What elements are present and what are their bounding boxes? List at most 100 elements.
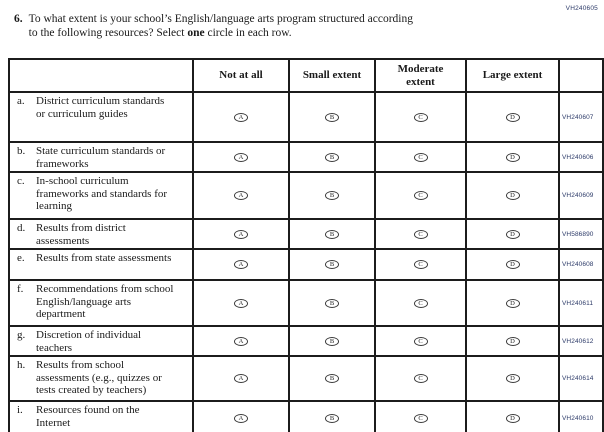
answer-circle[interactable]: B <box>325 374 339 384</box>
answer-circle[interactable]: A <box>234 112 248 122</box>
row-label-cell: i. Resources found on the Internet <box>8 400 194 432</box>
answer-circle[interactable]: D <box>505 152 520 162</box>
option-cell: C <box>374 325 467 357</box>
option-cell: B <box>288 141 376 173</box>
row-letter: d. <box>17 222 26 234</box>
answer-circle[interactable]: A <box>234 414 248 424</box>
option-cell: C <box>374 91 467 143</box>
answer-circle[interactable]: C <box>413 336 428 346</box>
answer-circle[interactable]: B <box>325 260 339 270</box>
row-label-cell: e. Results from state assessments <box>8 248 194 281</box>
answer-circle[interactable]: A <box>234 191 248 201</box>
column-header-moderate-extent: Moderate extent <box>374 58 467 93</box>
answer-circle[interactable]: C <box>413 229 428 239</box>
answer-circle[interactable]: A <box>234 152 248 162</box>
row-code: VH240607 <box>558 91 604 143</box>
answer-circle[interactable]: B <box>325 191 339 201</box>
row-code: VH240614 <box>558 355 604 402</box>
table-row: c. In-school curriculum frameworks and st… <box>8 171 604 220</box>
table-row: g. Discretion of individual teachers A B … <box>8 325 604 357</box>
question-line1: To what extent is your school’s English/… <box>28 13 413 25</box>
option-cell: D <box>465 325 560 357</box>
answer-circle[interactable]: D <box>505 414 520 424</box>
answer-circle[interactable]: B <box>325 336 339 346</box>
row-code: VH240610 <box>558 400 604 432</box>
answer-circle[interactable]: D <box>505 260 520 270</box>
answer-circle[interactable]: C <box>413 374 428 384</box>
answer-circle[interactable]: D <box>505 374 520 384</box>
option-cell: A <box>192 91 290 143</box>
table-row: b. State curriculum standards or framewor… <box>8 141 604 173</box>
option-cell: D <box>465 248 560 281</box>
row-label-cell: h. Results from school assessments (e.g.,… <box>8 355 194 402</box>
answer-circle[interactable]: C <box>413 260 428 270</box>
table-row: d. Results from district assessments A B … <box>8 218 604 250</box>
row-letter: e. <box>17 252 25 264</box>
option-cell: B <box>288 91 376 143</box>
table-row: h. Results from school assessments (e.g.,… <box>8 355 604 402</box>
row-label: Recommendations from school English/lang… <box>36 283 174 320</box>
table-row: e. Results from state assessments A B C D… <box>8 248 604 281</box>
option-cell: A <box>192 171 290 220</box>
answer-circle[interactable]: C <box>413 298 428 308</box>
row-label-cell: c. In-school curriculum frameworks and st… <box>8 171 194 220</box>
option-cell: B <box>288 248 376 281</box>
option-cell: C <box>374 279 467 327</box>
answer-circle[interactable]: D <box>505 191 520 201</box>
option-cell: B <box>288 400 376 432</box>
question-line2-bold: one <box>187 27 205 39</box>
answer-circle[interactable]: B <box>325 414 339 424</box>
option-cell: D <box>465 141 560 173</box>
answer-circle[interactable]: B <box>325 229 339 239</box>
answer-circle[interactable]: D <box>505 112 520 122</box>
option-cell: A <box>192 355 290 402</box>
answer-circle[interactable]: A <box>234 260 248 270</box>
answer-circle[interactable]: A <box>234 229 248 239</box>
row-label: In-school curriculum frameworks and stan… <box>36 175 168 212</box>
row-label: State curriculum standards or frameworks <box>36 145 166 170</box>
option-cell: A <box>192 325 290 357</box>
answer-circle[interactable]: A <box>234 374 248 384</box>
answer-circle[interactable]: B <box>325 112 339 122</box>
row-label-cell: d. Results from district assessments <box>8 218 194 250</box>
answer-circle[interactable]: A <box>234 336 248 346</box>
answer-circle[interactable]: C <box>413 112 428 122</box>
option-cell: A <box>192 218 290 250</box>
row-letter: c. <box>17 175 25 187</box>
row-code: VH240609 <box>558 171 604 220</box>
option-cell: D <box>465 171 560 220</box>
option-cell: D <box>465 279 560 327</box>
row-label: District curriculum standards or curricu… <box>36 95 165 120</box>
answer-circle[interactable]: D <box>505 336 520 346</box>
answer-circle[interactable]: C <box>413 152 428 162</box>
answer-circle[interactable]: A <box>234 298 248 308</box>
option-cell: C <box>374 218 467 250</box>
row-letter: f. <box>17 283 24 295</box>
column-header-not-at-all: Not at all <box>192 58 290 93</box>
option-cell: C <box>374 355 467 402</box>
option-cell: D <box>465 91 560 143</box>
option-cell: A <box>192 248 290 281</box>
answer-circle[interactable]: B <box>325 298 339 308</box>
row-code: VH240606 <box>558 141 604 173</box>
answer-circle[interactable]: C <box>413 414 428 424</box>
answers-table: Not at all Small extent Moderate extent … <box>8 58 604 432</box>
table-row: i. Resources found on the Internet A B C … <box>8 400 604 432</box>
option-cell: C <box>374 400 467 432</box>
row-label-cell: f. Recommendations from school English/la… <box>8 279 194 327</box>
option-cell: A <box>192 400 290 432</box>
answer-circle[interactable]: D <box>505 298 520 308</box>
question-line2-pre: to the following resources? Select <box>28 27 188 39</box>
option-cell: D <box>465 355 560 402</box>
answer-circle[interactable]: B <box>325 152 339 162</box>
row-label: Results from district assessments <box>36 222 126 247</box>
row-letter: b. <box>17 145 26 157</box>
row-label-cell: g. Discretion of individual teachers <box>8 325 194 357</box>
option-cell: B <box>288 171 376 220</box>
row-label: Discretion of individual teachers <box>36 329 142 354</box>
row-code: VH240611 <box>558 279 604 327</box>
option-cell: A <box>192 141 290 173</box>
answer-circle[interactable]: C <box>413 191 428 201</box>
row-label-cell: a. District curriculum standards or curri… <box>8 91 194 143</box>
answer-circle[interactable]: D <box>505 229 520 239</box>
